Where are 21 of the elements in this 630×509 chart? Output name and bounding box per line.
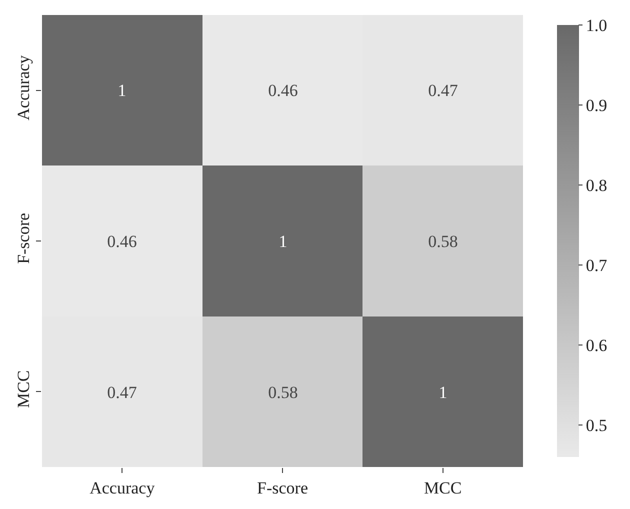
y-tick-label: Accuracy	[14, 54, 34, 120]
color-bar-label: 0.7	[586, 256, 608, 275]
data-label: 0.46	[268, 80, 298, 100]
data-label: 0.47	[107, 382, 138, 402]
color-bar-label: 0.5	[586, 416, 608, 435]
data-label: 0.47	[428, 80, 458, 100]
y-tick-label: MCC	[14, 370, 34, 408]
data-label: 0.58	[428, 232, 458, 251]
x-tick-label: Accuracy	[90, 478, 156, 498]
color-bar-label: 1.0	[586, 16, 608, 35]
y-tick-label: F-score	[14, 212, 34, 264]
x-tick-label: F-score	[257, 478, 308, 498]
color-bar-label: 0.8	[586, 176, 608, 195]
data-label: 1	[118, 80, 126, 100]
x-tick-label: MCC	[424, 478, 462, 498]
color-bar-label: 0.6	[586, 336, 608, 355]
data-label: 1	[438, 382, 448, 402]
data-label: 0.58	[268, 382, 298, 402]
color-bar-label: 0.9	[586, 96, 608, 115]
data-label: 0.46	[107, 232, 137, 251]
data-label: 1	[278, 232, 288, 251]
